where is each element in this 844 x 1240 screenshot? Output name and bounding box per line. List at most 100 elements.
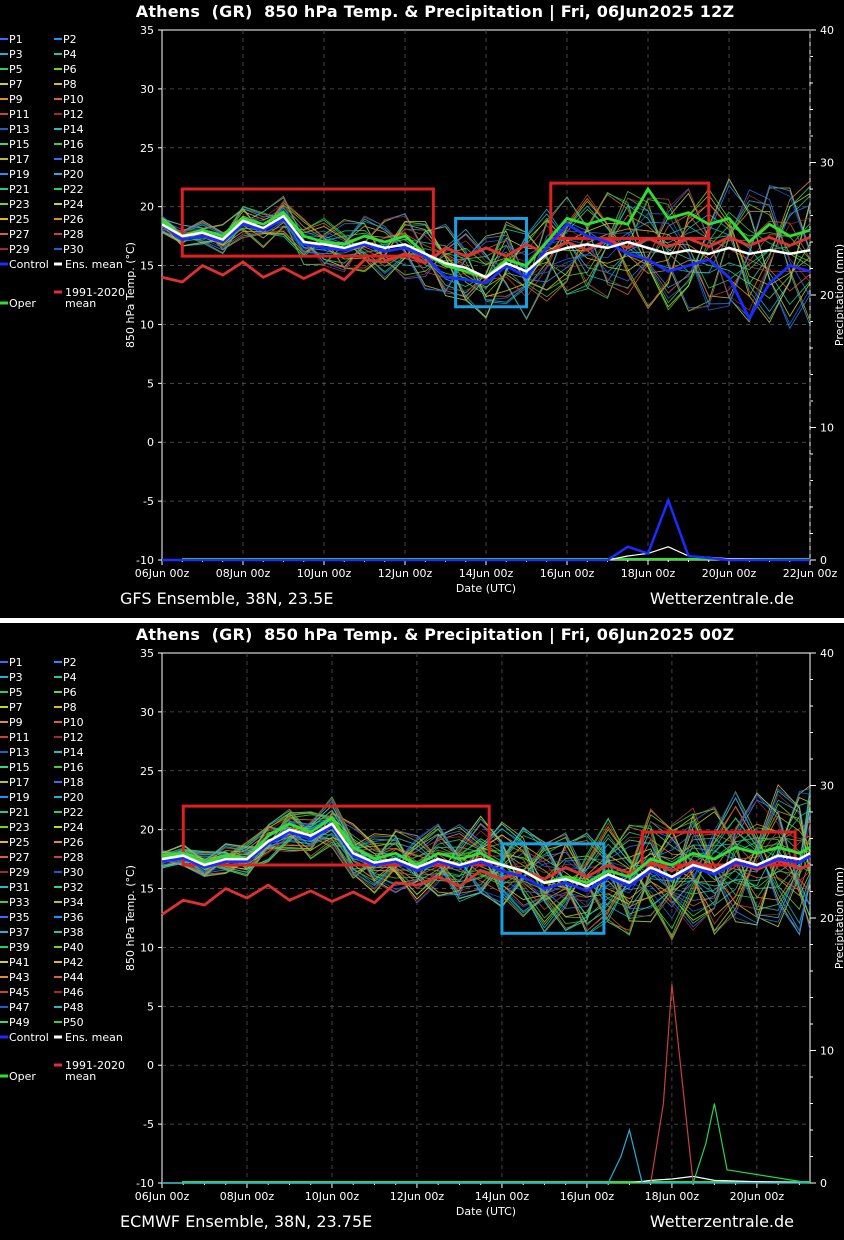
legend-label: P34 — [63, 896, 84, 909]
precip-line-p46 — [162, 1127, 810, 1184]
legend-label: P1 — [9, 33, 23, 46]
legend-label: P27 — [9, 851, 30, 864]
y-tick-label: 15 — [140, 883, 154, 896]
legend-label: P26 — [63, 213, 84, 226]
legend-label: P8 — [63, 78, 77, 91]
y2-tick-label: 40 — [820, 647, 834, 660]
y2-tick-label: 40 — [820, 24, 834, 37]
legend-label: P15 — [9, 761, 30, 774]
chart-title: Athens (GR) 850 hPa Temp. & Precipitatio… — [135, 2, 735, 21]
legend-label: P7 — [9, 78, 23, 91]
legend-label: P48 — [63, 1001, 84, 1014]
legend-label: mean — [65, 1070, 96, 1083]
legend-label: P21 — [9, 806, 30, 819]
y2-tick-label: 20 — [820, 289, 834, 302]
legend-label: P2 — [63, 33, 77, 46]
y-tick-label: 15 — [140, 260, 154, 273]
precip-line-control — [162, 496, 810, 562]
legend-label: P20 — [63, 791, 84, 804]
legend-label: P23 — [9, 198, 30, 211]
model-label: ECMWF Ensemble, 38N, 23.75E — [120, 1212, 373, 1231]
y-tick-label: -10 — [136, 1177, 154, 1190]
legend-label: P14 — [63, 746, 84, 759]
series-line-1991-2020-mean — [161, 235, 811, 284]
legend-label: P50 — [63, 1016, 84, 1029]
legend-label: P37 — [9, 926, 30, 939]
legend-label: P26 — [63, 836, 84, 849]
legend-label: P14 — [63, 123, 84, 136]
legend-label: P19 — [9, 791, 30, 804]
ensemble-member-line — [161, 198, 811, 300]
legend-label: P9 — [9, 716, 23, 729]
x-tick-label: 14Jun 00z — [475, 1190, 530, 1203]
y-axis-label: 850 hPa Temp. (°C) — [124, 865, 137, 971]
ecmwf-chart-svg: 35 30 25 20 15 10 5 0 -5 -10 40 30 20 10 0 06Jun 00z 08J… — [0, 647, 844, 1218]
y2-tick-label: 20 — [820, 912, 834, 925]
legend-label: P24 — [63, 198, 84, 211]
legend-label: P19 — [9, 168, 30, 181]
legend-label: Control — [9, 258, 49, 271]
legend-label: P17 — [9, 776, 30, 789]
legend-label: P28 — [63, 851, 84, 864]
legend-label: 1991-2020 — [65, 1059, 125, 1072]
y-tick-label: 20 — [140, 824, 154, 837]
y-tick-label: 30 — [140, 83, 154, 96]
y-tick-label: 25 — [140, 142, 154, 155]
y2-tick-label: 10 — [820, 1045, 834, 1058]
legend-label: mean — [65, 297, 96, 310]
series-line-ens-mean — [161, 822, 811, 888]
y-tick-label: 10 — [140, 941, 154, 954]
legend-label: P3 — [9, 48, 23, 61]
x-tick-label: 18Jun 00z — [645, 1190, 700, 1203]
y-tick-label: 35 — [140, 647, 154, 660]
y-tick-label: 25 — [140, 765, 154, 778]
series-line-control — [161, 216, 811, 322]
legend-label: P39 — [9, 941, 30, 954]
y-axis-label: 850 hPa Temp. (°C) — [124, 242, 137, 348]
panel-separator — [0, 618, 844, 623]
x-tick-label: 06Jun 00z — [135, 1190, 190, 1203]
legend-label: P32 — [63, 881, 84, 894]
legend-label: P29 — [9, 866, 30, 879]
y-tick-label: -10 — [136, 554, 154, 567]
legend-label: P35 — [9, 911, 30, 924]
legend-label: 1991-2020 — [65, 286, 125, 299]
x-tick-label: 08Jun 00z — [216, 567, 271, 580]
y2-tick-label: 10 — [820, 422, 834, 435]
y-tick-label: -5 — [143, 1118, 154, 1131]
legend-label: Ens. mean — [65, 258, 123, 271]
y2-tick-label: 30 — [820, 157, 834, 170]
x-tick-label: 16Jun 00z — [540, 567, 595, 580]
legend-label: P17 — [9, 153, 30, 166]
legend-label: P41 — [9, 956, 30, 969]
legend-label: P33 — [9, 896, 30, 909]
x-tick-label: 20Jun 00z — [702, 567, 757, 580]
highlight-box — [549, 181, 711, 240]
gfs-chart-panel: Athens (GR) 850 hPa Temp. & Precipitatio… — [0, 0, 844, 618]
x-tick-label: 10Jun 00z — [297, 567, 352, 580]
series-line-ens-mean — [161, 214, 811, 279]
ensemble-member-line — [161, 801, 811, 931]
y2-tick-label: 0 — [820, 554, 827, 567]
legend-label: P4 — [63, 48, 77, 61]
gfs-chart-svg: 35 30 25 20 15 10 5 0 -5 -10 40 30 20 10 0 06Jun 00z 08J… — [0, 24, 844, 595]
legend-label: P9 — [9, 93, 23, 106]
y2-axis-label: Precipitation (mm) — [833, 867, 844, 969]
series-line-1991-2020-mean — [161, 858, 811, 916]
legend-label: P44 — [63, 971, 84, 984]
chart-title: Athens (GR) 850 hPa Temp. & Precipitatio… — [135, 625, 735, 644]
highlight-box — [180, 187, 435, 258]
legend-label: P25 — [9, 213, 30, 226]
legend-label: P49 — [9, 1016, 30, 1029]
ensemble-member-line — [161, 190, 811, 312]
legend-label: P42 — [63, 956, 84, 969]
legend-label: P28 — [63, 228, 84, 241]
legend-label: P8 — [63, 701, 77, 714]
ensemble-member-line — [161, 196, 811, 306]
legend-label: P25 — [9, 836, 30, 849]
legend-label: P30 — [63, 243, 84, 256]
ensemble-member-line — [161, 187, 811, 311]
legend-label: Oper — [9, 297, 36, 310]
legend-label: P3 — [9, 671, 23, 684]
precip-line-p38 — [162, 1103, 811, 1184]
